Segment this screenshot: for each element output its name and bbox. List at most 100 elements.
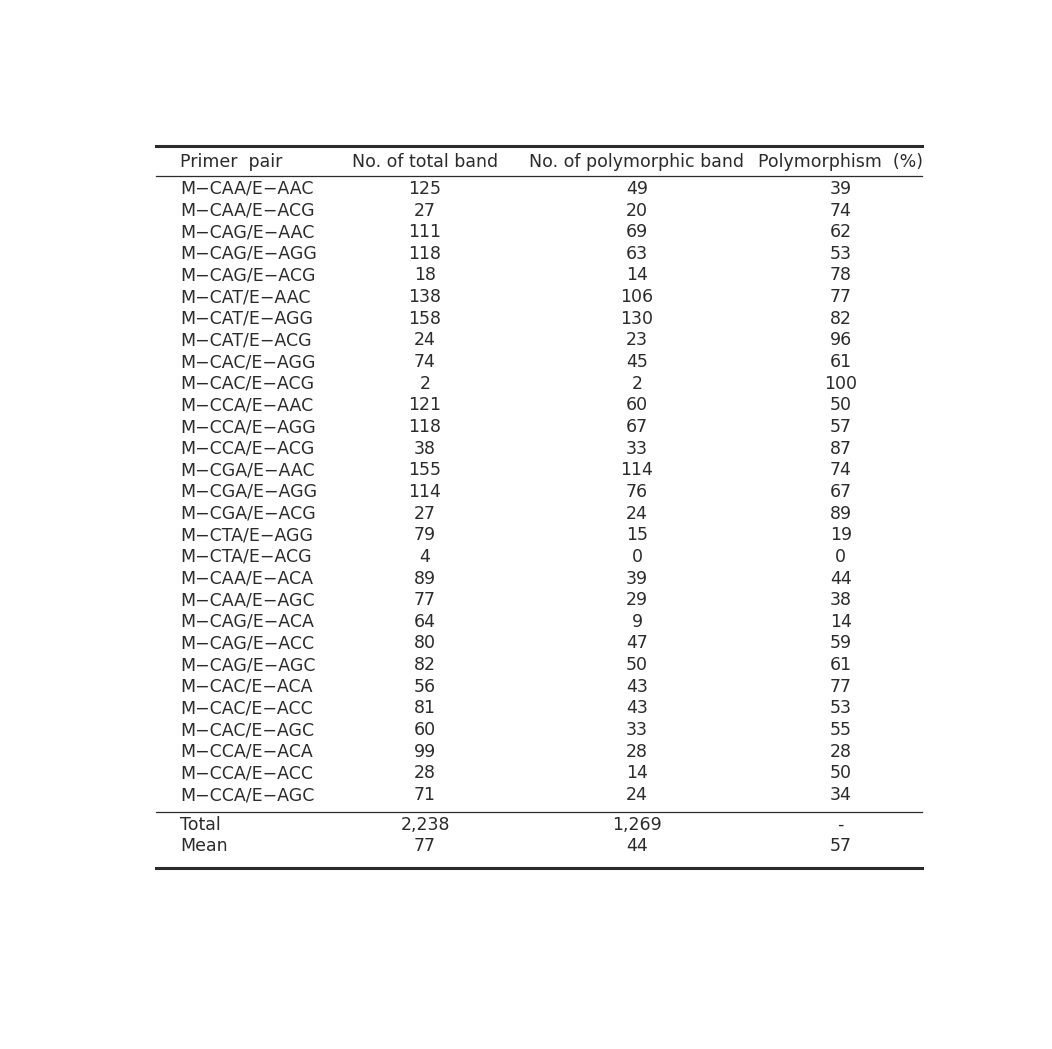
Text: 114: 114	[621, 462, 653, 479]
Text: 1,269: 1,269	[612, 816, 662, 834]
Text: 138: 138	[408, 288, 442, 306]
Text: 67: 67	[626, 418, 648, 436]
Text: 24: 24	[626, 786, 648, 804]
Text: 121: 121	[408, 397, 442, 414]
Text: -: -	[837, 816, 844, 834]
Text: 45: 45	[626, 354, 648, 371]
Text: 67: 67	[830, 483, 852, 501]
Text: M−CCA/E−AGG: M−CCA/E−AGG	[181, 418, 317, 436]
Text: 15: 15	[626, 527, 648, 544]
Text: 34: 34	[830, 786, 852, 804]
Text: Total: Total	[181, 816, 221, 834]
Text: 9: 9	[631, 613, 643, 630]
Text: M−CAC/E−ACC: M−CAC/E−ACC	[181, 700, 313, 718]
Text: Mean: Mean	[181, 837, 228, 855]
Text: 14: 14	[830, 613, 852, 630]
Text: 28: 28	[626, 743, 648, 761]
Text: Polymorphism  (%): Polymorphism (%)	[758, 153, 924, 171]
Text: 50: 50	[830, 765, 852, 783]
Text: 100: 100	[825, 374, 857, 392]
Text: 39: 39	[626, 570, 648, 587]
Text: 71: 71	[414, 786, 436, 804]
Text: 28: 28	[830, 743, 852, 761]
Text: 27: 27	[414, 201, 436, 219]
Text: M−CAC/E−AGG: M−CAC/E−AGG	[181, 354, 316, 371]
Text: 82: 82	[830, 309, 852, 327]
Text: 69: 69	[626, 223, 648, 241]
Text: 18: 18	[414, 266, 436, 284]
Text: 89: 89	[830, 505, 852, 522]
Text: 130: 130	[621, 309, 653, 327]
Text: 33: 33	[626, 440, 648, 457]
Text: 59: 59	[830, 635, 852, 652]
Text: 39: 39	[830, 179, 852, 198]
Text: M−CGA/E−AGG: M−CGA/E−AGG	[181, 483, 318, 501]
Text: 74: 74	[830, 462, 852, 479]
Text: 74: 74	[414, 354, 436, 371]
Text: 55: 55	[830, 721, 852, 740]
Text: 80: 80	[414, 635, 436, 652]
Text: 19: 19	[830, 527, 852, 544]
Text: M−CAG/E−ACG: M−CAG/E−ACG	[181, 266, 316, 284]
Text: 57: 57	[830, 837, 852, 855]
Text: 158: 158	[408, 309, 442, 327]
Text: 60: 60	[626, 397, 648, 414]
Text: M−CAA/E−ACG: M−CAA/E−ACG	[181, 201, 315, 219]
Text: 2: 2	[420, 374, 430, 392]
Text: Primer  pair: Primer pair	[181, 153, 283, 171]
Text: M−CAT/E−AAC: M−CAT/E−AAC	[181, 288, 311, 306]
Text: 50: 50	[626, 656, 648, 675]
Text: 77: 77	[414, 592, 436, 609]
Text: M−CAG/E−AGC: M−CAG/E−AGC	[181, 656, 316, 675]
Text: M−CAG/E−AAC: M−CAG/E−AAC	[181, 223, 315, 241]
Text: M−CAG/E−AGG: M−CAG/E−AGG	[181, 244, 318, 263]
Text: M−CAC/E−AGC: M−CAC/E−AGC	[181, 721, 315, 740]
Text: M−CGA/E−ACG: M−CGA/E−ACG	[181, 505, 317, 522]
Text: 77: 77	[830, 678, 852, 695]
Text: 56: 56	[413, 678, 437, 695]
Text: 64: 64	[414, 613, 436, 630]
Text: M−CAG/E−ACA: M−CAG/E−ACA	[181, 613, 315, 630]
Text: 44: 44	[626, 837, 648, 855]
Text: 79: 79	[413, 527, 437, 544]
Text: 0: 0	[631, 548, 643, 565]
Text: 47: 47	[626, 635, 648, 652]
Text: 14: 14	[626, 266, 648, 284]
Text: 50: 50	[830, 397, 852, 414]
Text: 38: 38	[830, 592, 852, 609]
Text: M−CAT/E−AGG: M−CAT/E−AGG	[181, 309, 313, 327]
Text: 76: 76	[626, 483, 648, 501]
Text: 2,238: 2,238	[400, 816, 450, 834]
Text: M−CAA/E−AGC: M−CAA/E−AGC	[181, 592, 315, 609]
Text: 33: 33	[626, 721, 648, 740]
Text: 87: 87	[830, 440, 852, 457]
Text: No. of polymorphic band: No. of polymorphic band	[529, 153, 745, 171]
Text: 4: 4	[420, 548, 430, 565]
Text: 82: 82	[414, 656, 436, 675]
Text: 106: 106	[621, 288, 653, 306]
Text: M−CTA/E−ACG: M−CTA/E−ACG	[181, 548, 312, 565]
Text: M−CCA/E−ACG: M−CCA/E−ACG	[181, 440, 315, 457]
Text: 38: 38	[414, 440, 436, 457]
Text: 24: 24	[626, 505, 648, 522]
Text: M−CAG/E−ACC: M−CAG/E−ACC	[181, 635, 315, 652]
Text: 155: 155	[408, 462, 442, 479]
Text: M−CCA/E−AAC: M−CCA/E−AAC	[181, 397, 313, 414]
Text: 61: 61	[830, 354, 852, 371]
Text: 57: 57	[830, 418, 852, 436]
Text: 14: 14	[626, 765, 648, 783]
Text: 118: 118	[408, 244, 442, 263]
Text: M−CAC/E−ACG: M−CAC/E−ACG	[181, 374, 315, 392]
Text: 44: 44	[830, 570, 852, 587]
Text: 0: 0	[835, 548, 846, 565]
Text: M−CCA/E−ACC: M−CCA/E−ACC	[181, 765, 313, 783]
Text: No. of total band: No. of total band	[352, 153, 498, 171]
Text: 63: 63	[626, 244, 648, 263]
Text: 28: 28	[414, 765, 436, 783]
Text: 77: 77	[830, 288, 852, 306]
Text: 125: 125	[408, 179, 442, 198]
Text: 114: 114	[408, 483, 442, 501]
Text: 81: 81	[414, 700, 436, 718]
Text: 27: 27	[414, 505, 436, 522]
Text: M−CAC/E−ACA: M−CAC/E−ACA	[181, 678, 312, 695]
